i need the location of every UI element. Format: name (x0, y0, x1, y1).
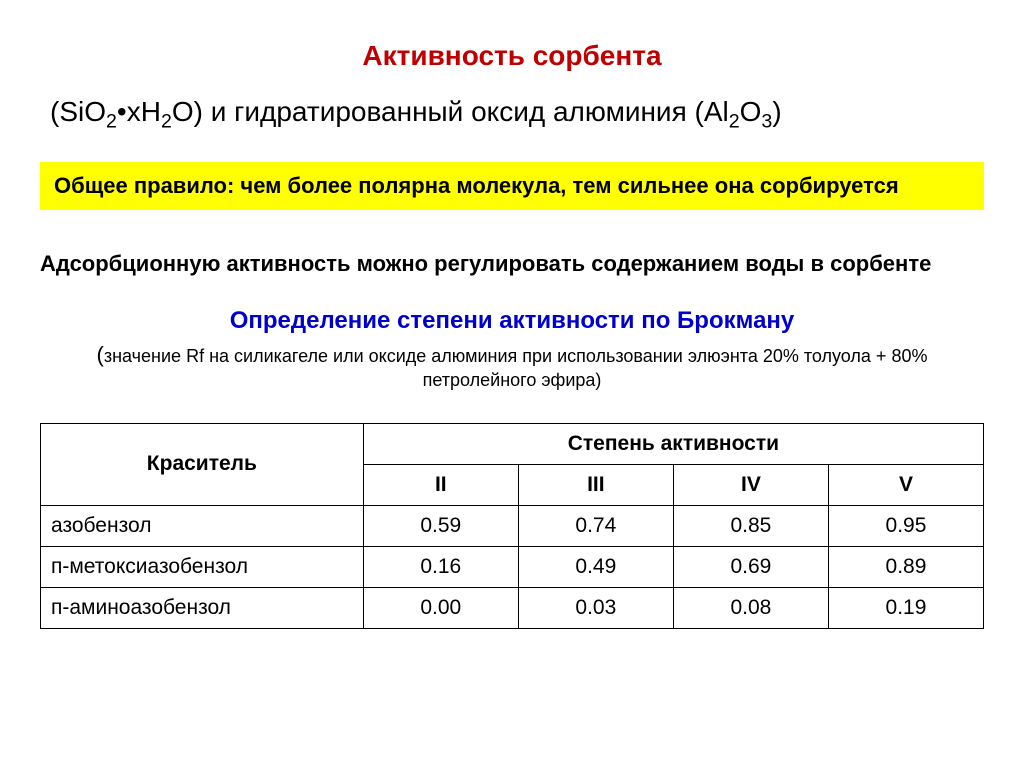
slide-title: Активность сорбента (40, 40, 984, 72)
chemical-formula: (SiO2•xH2O) и гидратированный оксид алюм… (40, 96, 984, 134)
rule-highlight-box: Общее правило: чем более полярна молекул… (40, 162, 984, 211)
formula-part: (SiO (50, 96, 106, 127)
formula-part: O) и гидратированный оксид алюминия (Al (172, 96, 729, 127)
note-paren: ( (97, 342, 104, 367)
cell-value: 0.59 (363, 505, 518, 546)
dye-label: азобензол (41, 505, 364, 546)
subscript: 2 (106, 111, 117, 133)
cell-value: 0.00 (363, 587, 518, 628)
table-row: п-аминоазобензол 0.00 0.03 0.08 0.19 (41, 587, 984, 628)
table-row: п-метоксиазобензол 0.16 0.49 0.69 0.89 (41, 546, 984, 587)
header-activity: Степень активности (363, 423, 983, 464)
subscript: 2 (161, 111, 172, 133)
cell-value: 0.03 (518, 587, 673, 628)
subscript: 2 (729, 111, 740, 133)
brockman-note: (значение Rf на силикагеле или оксиде ал… (40, 341, 984, 393)
header-dye: Краситель (41, 423, 364, 505)
cell-value: 0.19 (828, 587, 983, 628)
col-v: V (828, 464, 983, 505)
formula-part: •xH (117, 96, 161, 127)
regulation-text: Адсорбционную активность можно регулиров… (40, 250, 984, 279)
formula-part: O (740, 96, 762, 127)
table-row: азобензол 0.59 0.74 0.85 0.95 (41, 505, 984, 546)
cell-value: 0.74 (518, 505, 673, 546)
cell-value: 0.85 (673, 505, 828, 546)
cell-value: 0.89 (828, 546, 983, 587)
col-iii: III (518, 464, 673, 505)
col-ii: II (363, 464, 518, 505)
rule-text: Общее правило: чем более полярна молекул… (54, 172, 970, 201)
note-text: значение Rf на силикагеле или оксиде алю… (104, 346, 928, 391)
cell-value: 0.16 (363, 546, 518, 587)
formula-part: ) (772, 96, 781, 127)
cell-value: 0.08 (673, 587, 828, 628)
slide-container: Активность сорбента (SiO2•xH2O) и гидрат… (0, 0, 1024, 649)
dye-label: п-метоксиазобензол (41, 546, 364, 587)
brockman-title: Определение степени активности по Брокма… (40, 307, 984, 335)
cell-value: 0.69 (673, 546, 828, 587)
cell-value: 0.95 (828, 505, 983, 546)
dye-label: п-аминоазобензол (41, 587, 364, 628)
table-header-row: Краситель Степень активности (41, 423, 984, 464)
activity-table: Краситель Степень активности II III IV V… (40, 423, 984, 629)
cell-value: 0.49 (518, 546, 673, 587)
col-iv: IV (673, 464, 828, 505)
subscript: 3 (761, 111, 772, 133)
